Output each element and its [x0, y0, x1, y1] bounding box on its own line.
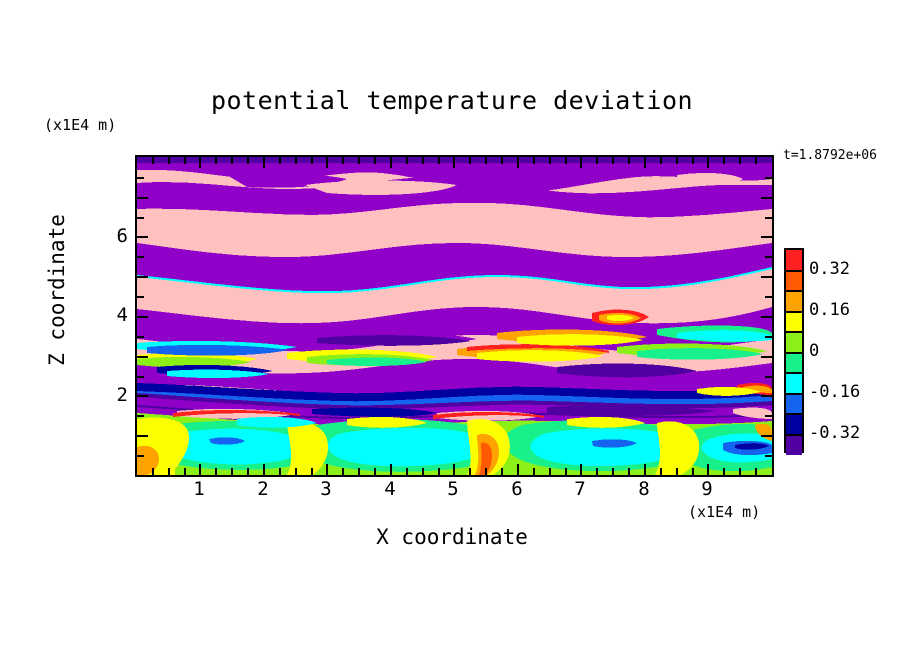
- y-axis-title: Z coordinate: [45, 214, 69, 366]
- x-tick-label: 9: [701, 478, 713, 500]
- colorbar-band-dark-blue: [786, 414, 802, 435]
- colorbar-band-purple: [786, 434, 802, 455]
- colorbar-tick-label: 0.32: [809, 259, 850, 279]
- x-tick-label: 8: [638, 478, 650, 500]
- x-axis-unit-label: (x1E4 m): [688, 503, 761, 521]
- x-axis-title: X coordinate: [376, 525, 528, 549]
- colorbar-tick-label: 0.16: [809, 300, 850, 320]
- colorbar-band-blue: [786, 393, 802, 414]
- colorbar-band-spring-green: [786, 352, 802, 373]
- x-tick-label: 1: [193, 478, 205, 500]
- colorbar-band-yellow: [786, 311, 802, 332]
- contour-plot-panel[interactable]: [135, 155, 774, 477]
- x-tick-label: 4: [384, 478, 396, 500]
- colorbar-band-yellow-green: [786, 332, 802, 353]
- colorbar-bands[interactable]: [784, 248, 804, 455]
- x-tick-label: 3: [320, 478, 332, 500]
- x-tick-label: 2: [257, 478, 269, 500]
- colorbar-band-orange: [786, 291, 802, 312]
- contour-field: [137, 157, 772, 475]
- y-tick-label: 4: [116, 304, 128, 326]
- colorbar-tick-label: -0.16: [809, 382, 861, 402]
- colorbar-band-orange-red: [786, 270, 802, 291]
- colorbar[interactable]: 0.32 0.16 0 -0.16 -0.32: [781, 227, 860, 474]
- y-tick-label: 6: [116, 225, 128, 247]
- x-tick-label: 7: [574, 478, 586, 500]
- page-title: potential temperature deviation: [210, 86, 694, 115]
- colorbar-band-cyan: [786, 373, 802, 394]
- y-tick-label: 2: [116, 384, 128, 406]
- colorbar-tick-label: 0: [809, 341, 820, 361]
- colorbar-tick-label: -0.32: [809, 423, 861, 443]
- x-tick-label: 6: [511, 478, 523, 500]
- colorbar-band-red: [786, 250, 802, 271]
- time-annotation: t=1.8792e+06: [783, 148, 877, 163]
- y-axis-unit-label: (x1E4 m): [44, 116, 117, 134]
- x-tick-label: 5: [447, 478, 459, 500]
